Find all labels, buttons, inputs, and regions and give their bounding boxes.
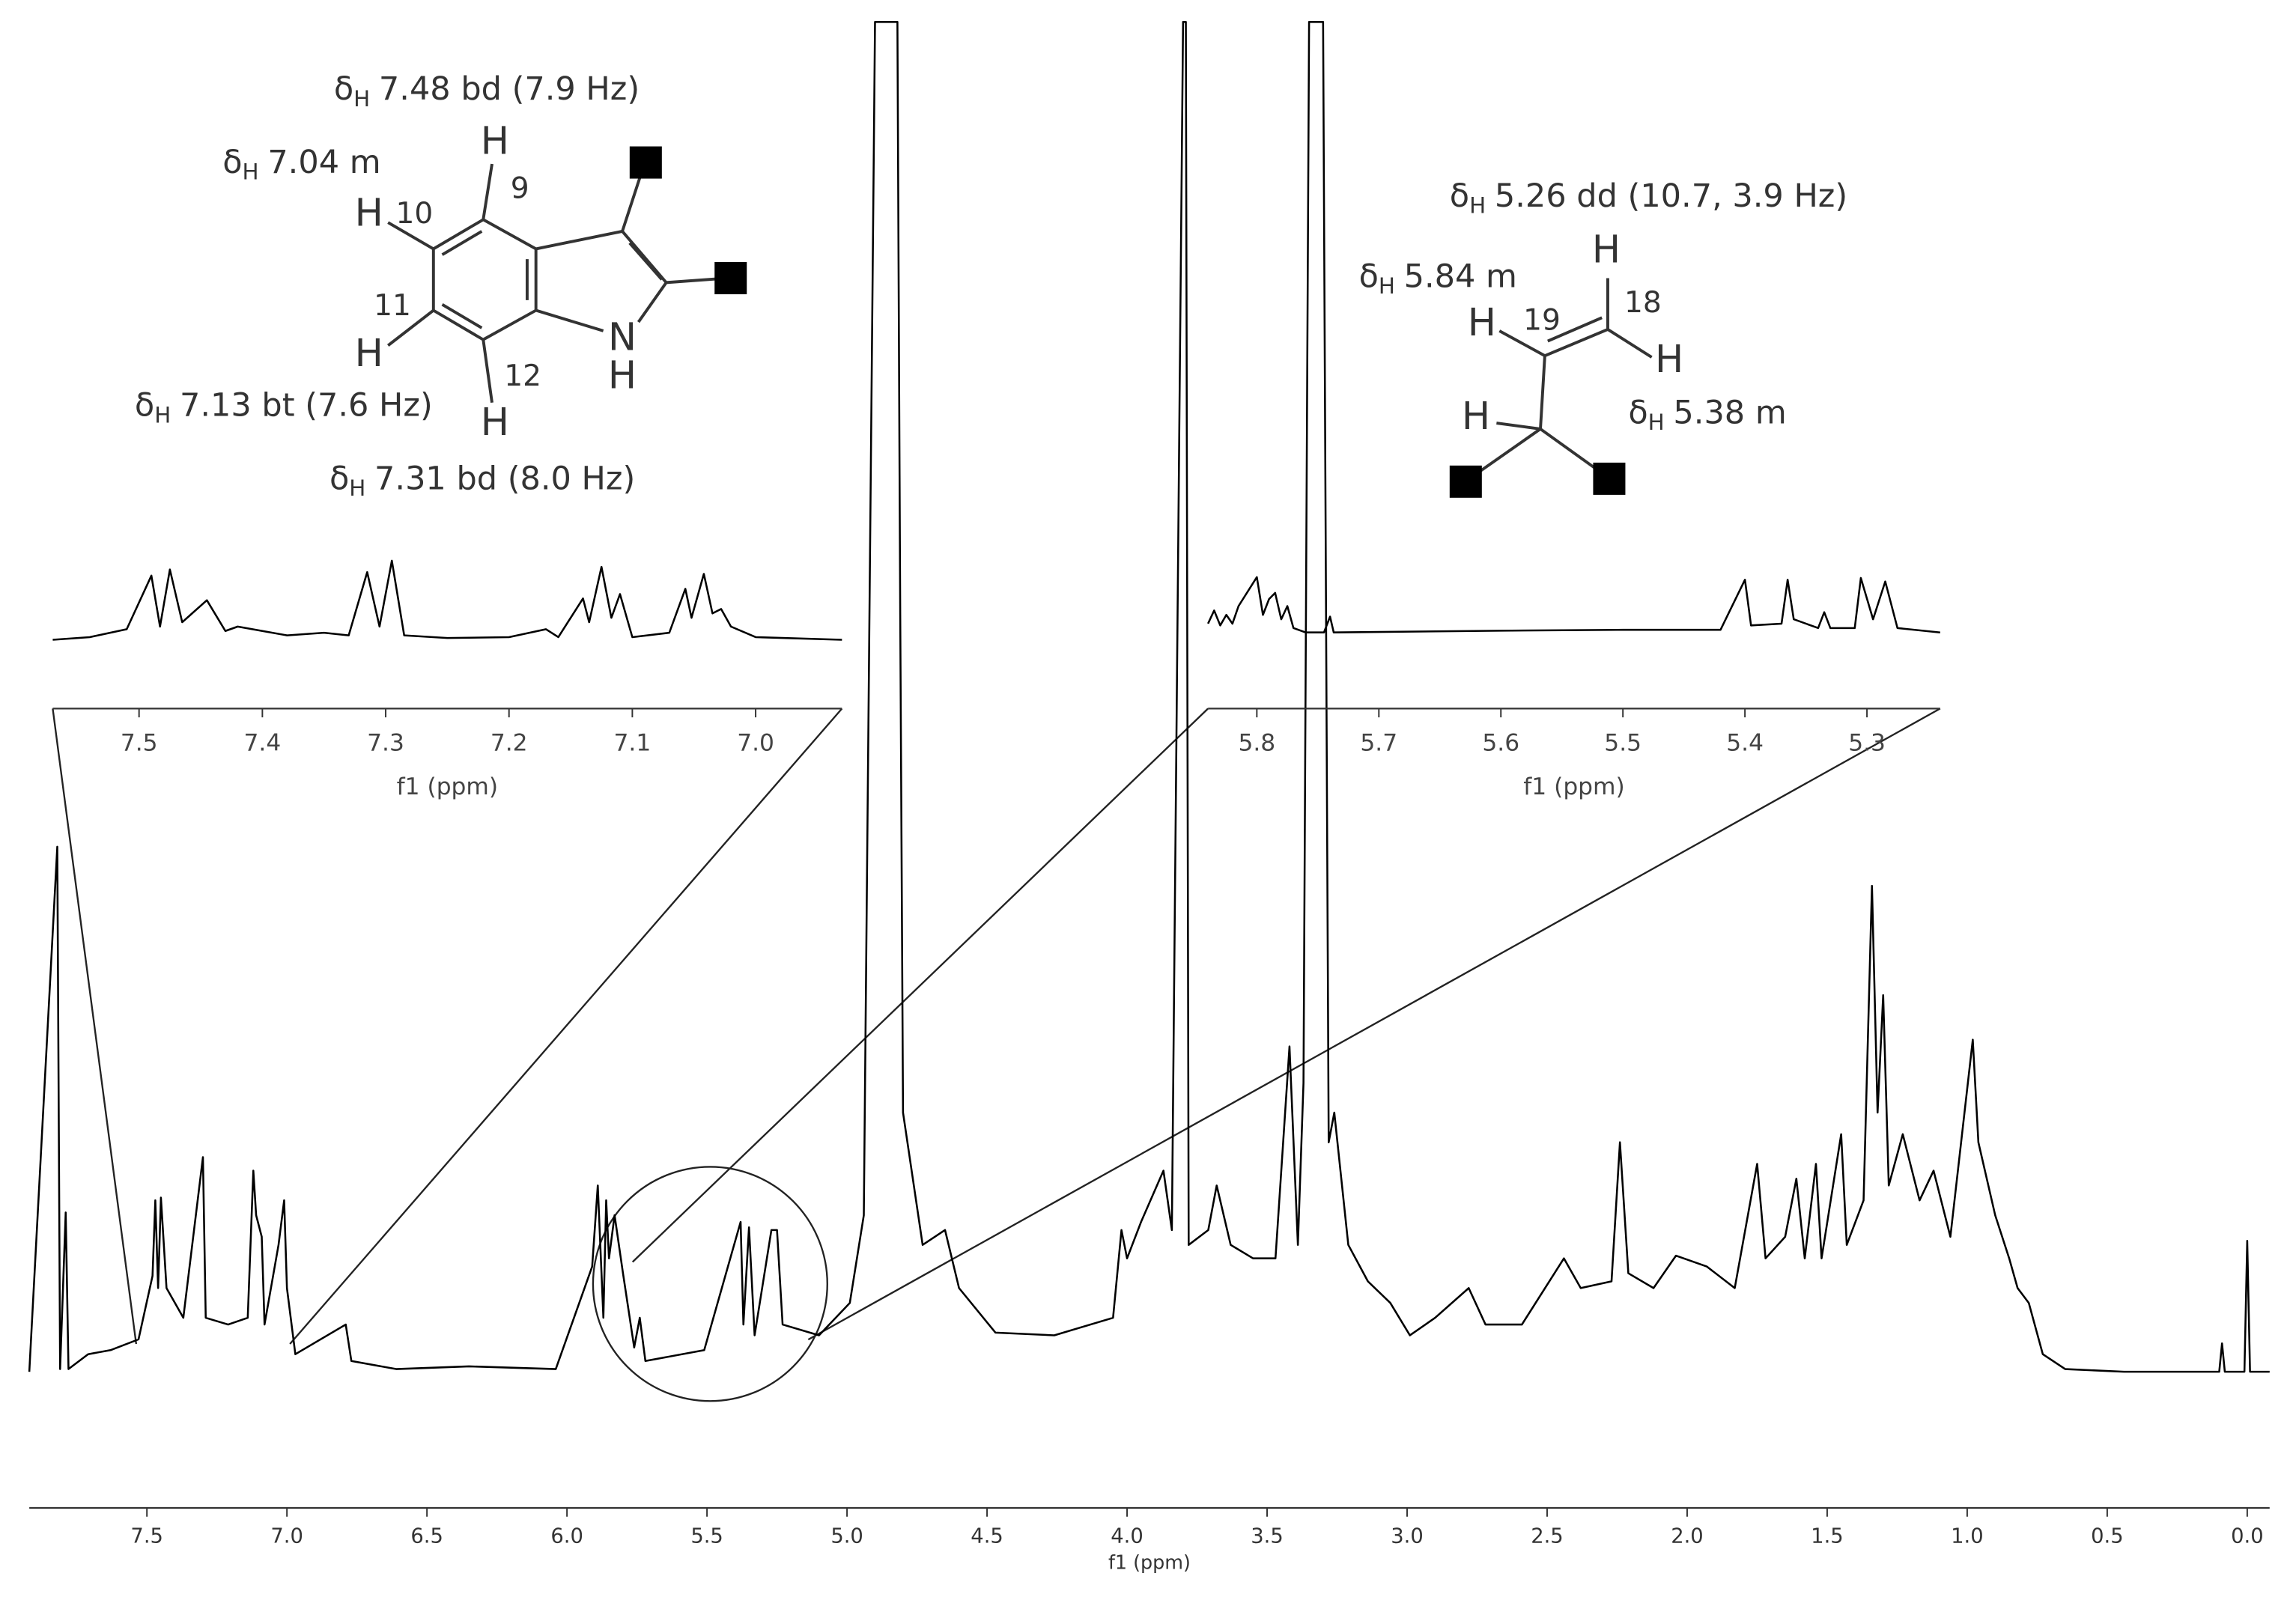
x-tick-label: 7.5 bbox=[121, 729, 158, 756]
x-tick-label: 3.0 bbox=[1391, 1525, 1424, 1548]
delta-symbol: δ bbox=[1359, 258, 1379, 295]
x-tick-label: 0.0 bbox=[2231, 1525, 2264, 1548]
x-axis-title: f1 (ppm) bbox=[1523, 773, 1624, 800]
shift-annotation: δH 7.04 m bbox=[222, 143, 380, 184]
zoom-guides bbox=[52, 708, 1941, 1402]
spectrum-0: 7.5 7.0 6.5 6.0 5.5 5.0 4.5 4.0 3.5 3.0 2.5 2.0 1.5 1… bbox=[28, 21, 2270, 1573]
shift-text: 5.26 dd (10.7, 3.9 Hz) bbox=[1495, 177, 1847, 214]
atom-label: H bbox=[355, 190, 383, 234]
bonds bbox=[1466, 278, 1653, 481]
x-tick-label: 7.3 bbox=[367, 729, 404, 756]
delta-subscript: H bbox=[1379, 273, 1395, 299]
delta-subscript: H bbox=[353, 85, 370, 111]
x-tick-label: 1.0 bbox=[1951, 1525, 1984, 1548]
pyrrole-ring bbox=[535, 229, 669, 332]
x-tick-label: 0.5 bbox=[2091, 1525, 2124, 1548]
substituent bbox=[1449, 465, 1482, 498]
shift-text: 7.48 bd (7.9 Hz) bbox=[379, 70, 640, 108]
delta-symbol: δ bbox=[329, 460, 349, 497]
shift-text: 5.84 m bbox=[1404, 258, 1517, 295]
atom-number: 10 bbox=[396, 197, 434, 231]
spectrum-line bbox=[1207, 576, 1940, 633]
atom-label: H bbox=[1592, 227, 1621, 271]
shift-annotation: δH 7.13 bt (7.6 Hz) bbox=[135, 386, 433, 428]
atom-label: H bbox=[481, 400, 509, 444]
x-tick-label: 7.5 bbox=[130, 1525, 163, 1548]
delta-symbol: δ bbox=[334, 70, 353, 108]
x-tick-label: 5.5 bbox=[690, 1525, 723, 1548]
substituent-bonds bbox=[386, 163, 727, 403]
x-tick-label: 4.5 bbox=[971, 1525, 1003, 1548]
x-tick-label: 5.8 bbox=[1238, 729, 1275, 756]
shift-annotation: δH 5.38 m bbox=[1628, 394, 1786, 435]
substituent bbox=[629, 146, 662, 179]
x-tick-label: 6.5 bbox=[410, 1525, 443, 1548]
shift-annotation: δH 7.31 bd (8.0 Hz) bbox=[329, 460, 635, 501]
alkene-structure bbox=[1449, 278, 1653, 498]
atom-label: H bbox=[1655, 337, 1683, 381]
delta-symbol: δ bbox=[1628, 394, 1647, 431]
zoom-line bbox=[289, 708, 843, 1345]
x-tick-label: 5.4 bbox=[1726, 729, 1764, 756]
delta-subscript: H bbox=[154, 402, 171, 428]
x-tick-label: 2.0 bbox=[1671, 1525, 1704, 1548]
zoom-line bbox=[52, 708, 138, 1345]
benzene-ring bbox=[431, 218, 538, 341]
substituent bbox=[1593, 462, 1626, 495]
delta-symbol: δ bbox=[1450, 177, 1469, 214]
shift-text: 7.13 bt (7.6 Hz) bbox=[180, 386, 433, 424]
indole-structure bbox=[386, 146, 747, 403]
x-tick-label: 5.6 bbox=[1482, 729, 1519, 756]
zoom-circle bbox=[592, 1166, 828, 1402]
x-tick-label: 1.5 bbox=[1811, 1525, 1844, 1548]
x-axis-title: f1 (ppm) bbox=[397, 773, 498, 800]
atom-label: N bbox=[608, 315, 637, 359]
x-tick-label: 2.5 bbox=[1531, 1525, 1564, 1548]
zoom-line bbox=[631, 708, 1209, 1263]
shift-text: 5.38 m bbox=[1673, 394, 1786, 431]
shift-text: 7.31 bd (8.0 Hz) bbox=[374, 460, 635, 497]
spectrum-1: 7.5 7.4 7.3 7.2 7.1 7.0 f1 (ppm) bbox=[52, 559, 842, 800]
atom-label: H bbox=[608, 353, 637, 397]
x-tick-label: 7.0 bbox=[737, 729, 774, 756]
spectrum-line bbox=[52, 559, 842, 641]
atom-number: 9 bbox=[511, 172, 529, 206]
x-tick-label: 7.4 bbox=[243, 729, 281, 756]
delta-symbol: δ bbox=[222, 143, 242, 180]
spectrum-2: 5.8 5.7 5.6 5.5 5.4 5.3 f1 (ppm) bbox=[1207, 576, 1940, 800]
delta-subscript: H bbox=[349, 475, 365, 501]
atom-label: H bbox=[1468, 300, 1496, 344]
x-tick-label: 6.0 bbox=[550, 1525, 583, 1548]
atom-label: H bbox=[355, 331, 383, 375]
x-tick-label: 4.0 bbox=[1111, 1525, 1144, 1548]
x-tick-label: 7.2 bbox=[491, 729, 528, 756]
shift-annotation: δH 5.26 dd (10.7, 3.9 Hz) bbox=[1450, 177, 1847, 218]
substituent bbox=[714, 262, 747, 295]
atom-label: H bbox=[1462, 394, 1490, 438]
atom-number: 18 bbox=[1624, 286, 1662, 320]
shift-annotation: δH 5.84 m bbox=[1359, 258, 1517, 299]
x-tick-label: 5.3 bbox=[1848, 729, 1886, 756]
shift-annotation: δH 7.48 bd (7.9 Hz) bbox=[334, 70, 640, 112]
x-tick-label: 5.5 bbox=[1604, 729, 1641, 756]
double-bonds bbox=[441, 230, 529, 329]
shift-text: 7.04 m bbox=[267, 143, 380, 180]
delta-symbol: δ bbox=[135, 386, 154, 424]
x-axis-title: f1 (ppm) bbox=[1108, 1551, 1191, 1573]
delta-subscript: H bbox=[243, 159, 259, 184]
spectrum-line bbox=[28, 21, 2270, 1373]
atom-number: 19 bbox=[1523, 304, 1561, 338]
delta-subscript: H bbox=[1469, 192, 1486, 218]
x-tick-label: 3.5 bbox=[1251, 1525, 1284, 1548]
x-tick-label: 7.0 bbox=[270, 1525, 303, 1548]
x-tick-label: 5.0 bbox=[830, 1525, 863, 1548]
atom-number: 12 bbox=[504, 359, 541, 393]
delta-subscript: H bbox=[1648, 410, 1665, 435]
x-tick-label: 5.7 bbox=[1360, 729, 1397, 756]
x-tick-label: 7.1 bbox=[614, 729, 652, 756]
atom-number: 11 bbox=[374, 289, 411, 323]
atom-label: H bbox=[481, 119, 509, 163]
zoom-line bbox=[807, 708, 1941, 1341]
